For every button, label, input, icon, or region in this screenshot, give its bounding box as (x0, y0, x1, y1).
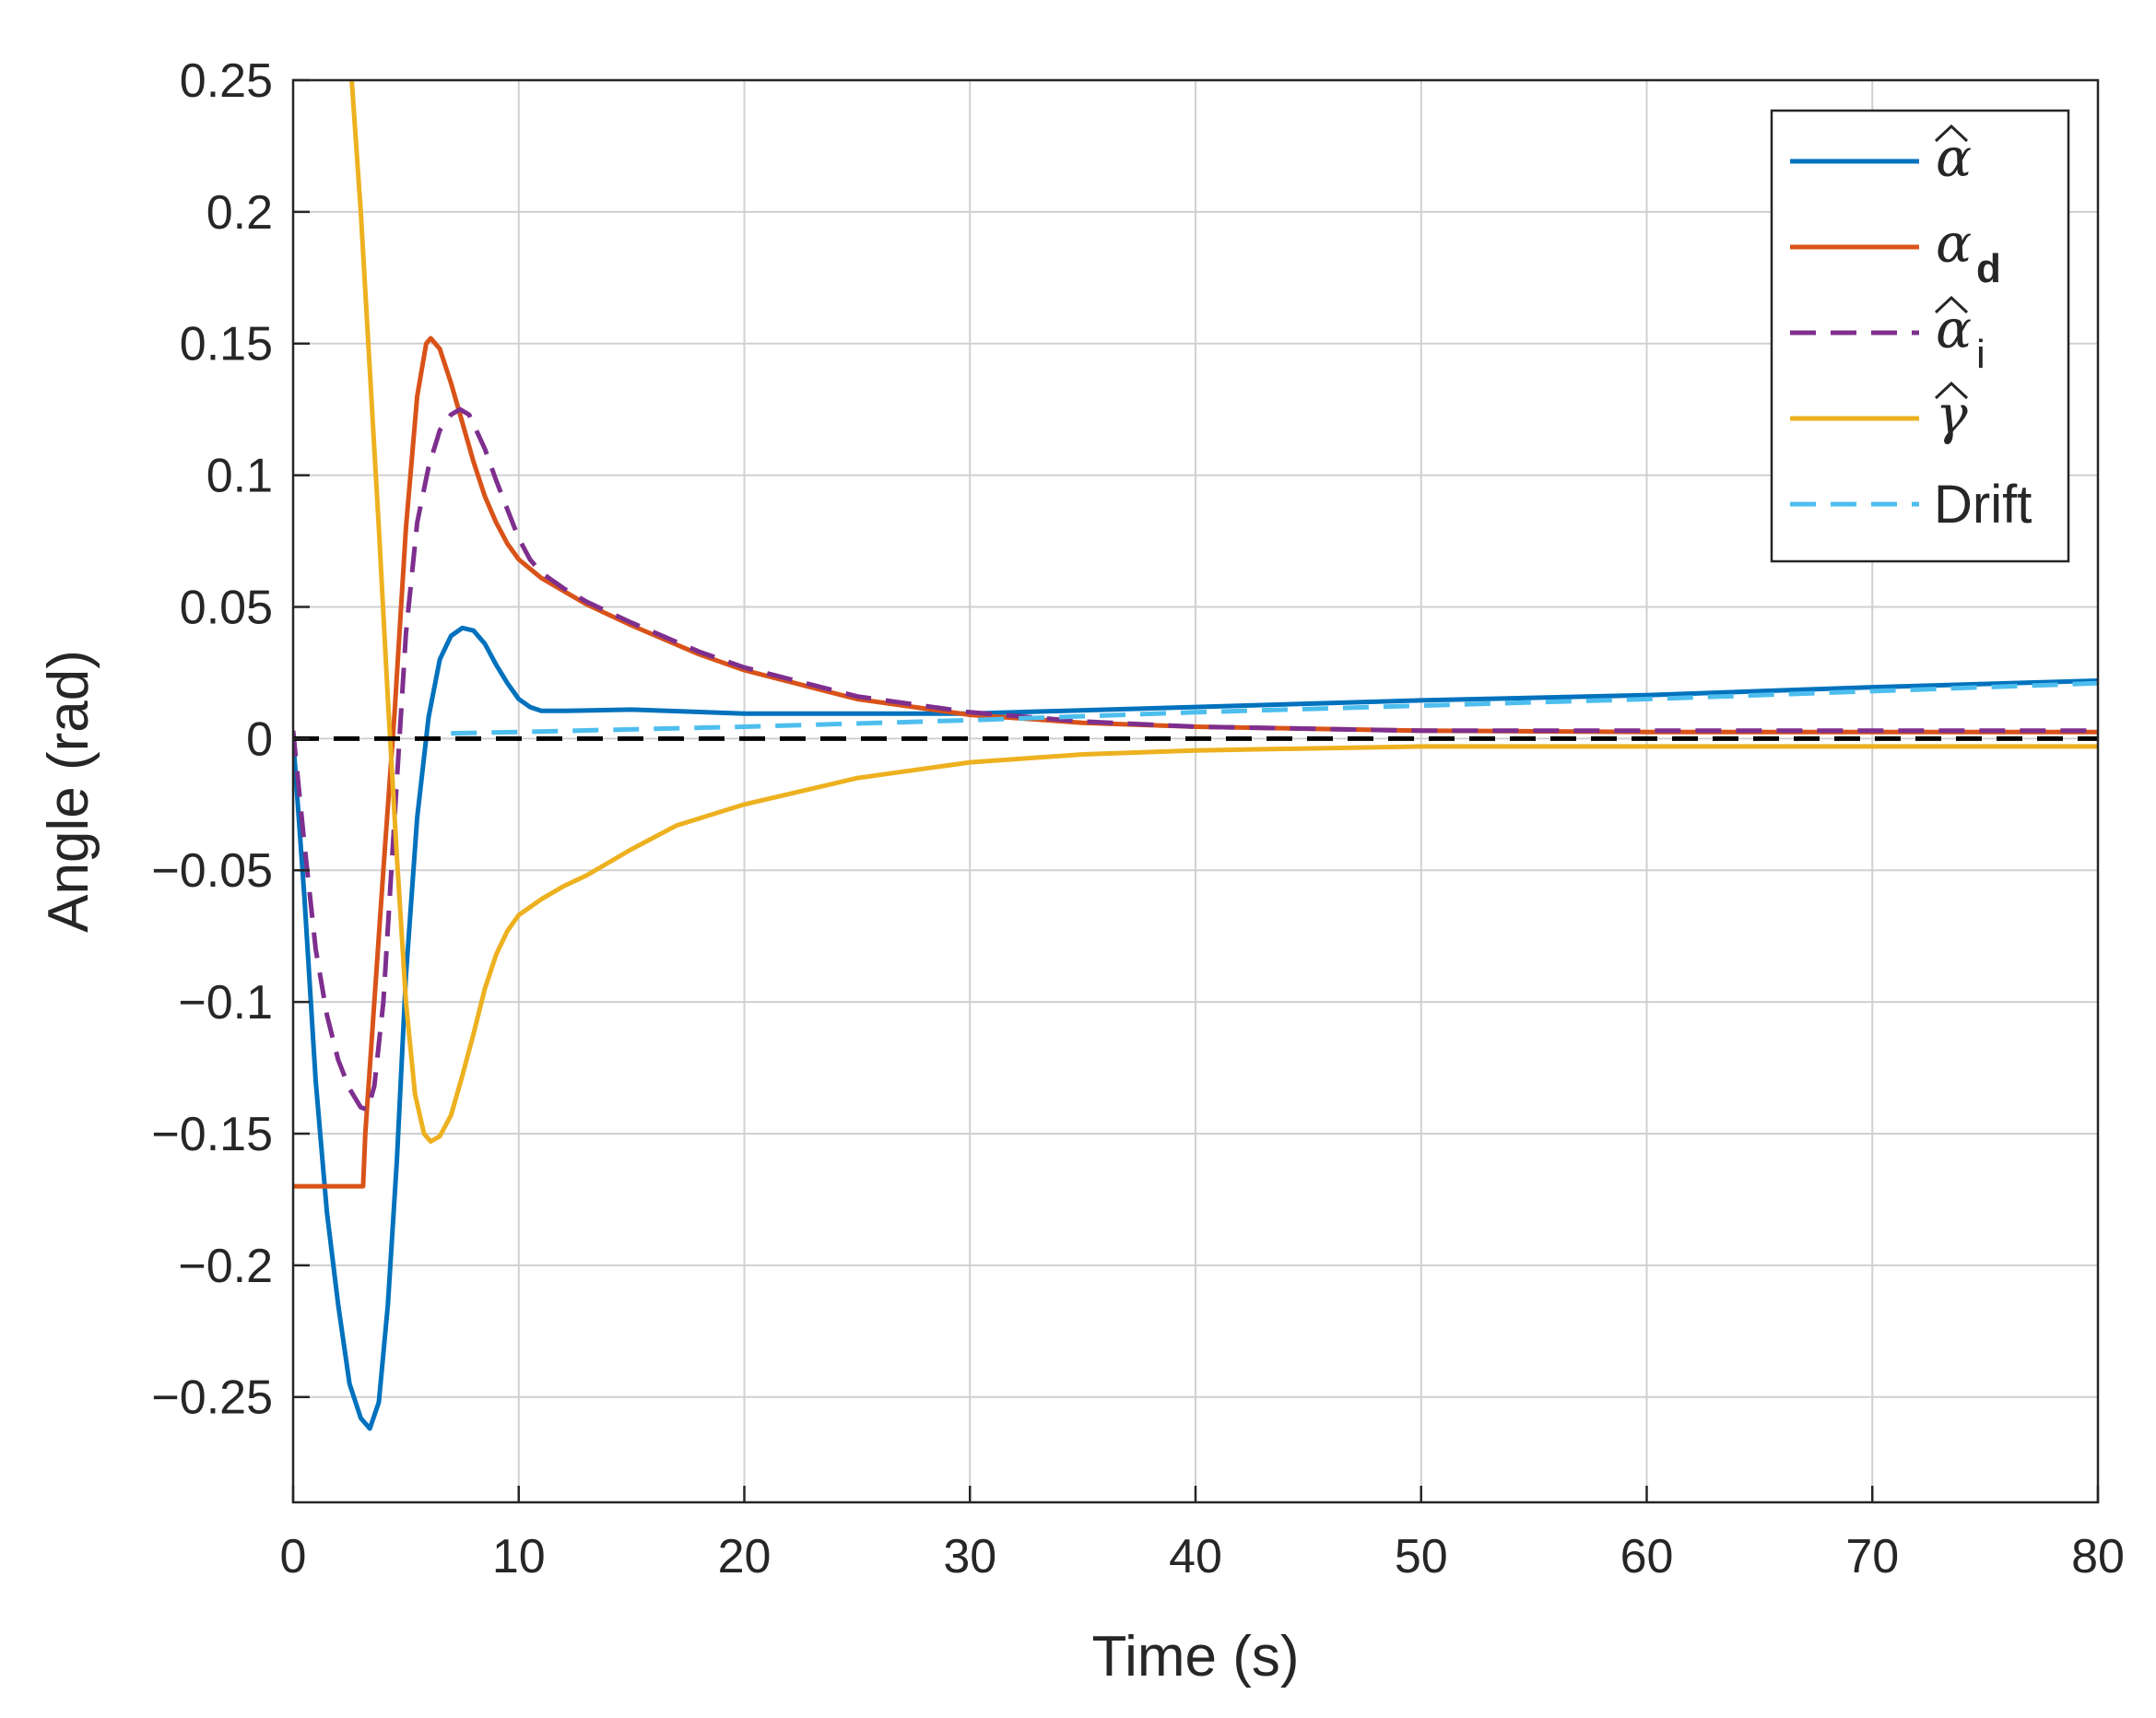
legend-box (1770, 109, 2070, 563)
y-tick-label: −0.2 (178, 1240, 273, 1293)
x-tick-label: 20 (718, 1530, 772, 1583)
axis-ticks: 0 10 20 30 40 50 60 70 80 −0.25 −0.2 −0.15 −0.1 −0.05… (151, 54, 2125, 1583)
series-line-gamma-hat (349, 80, 2098, 1144)
y-axis-label: Angle (rad) (37, 650, 100, 933)
y-tick-label: 0.2 (206, 186, 273, 240)
legend-subscript-alpha-d: d (1976, 246, 2001, 291)
series-line-alpha-hat-i (293, 406, 2098, 1112)
x-tick-label: 80 (2071, 1530, 2125, 1583)
legend-label-alpha-d: α (1936, 212, 1972, 275)
series-layer (293, 80, 2098, 1431)
series-line-alpha-hat (293, 625, 2098, 1431)
y-tick-label: 0 (246, 712, 273, 766)
x-tick-label: 40 (1169, 1530, 1222, 1583)
y-tick-label: −0.1 (178, 976, 273, 1030)
x-tick-label: 50 (1395, 1530, 1448, 1583)
y-tick-label: 0.25 (180, 54, 273, 108)
x-tick-label: 60 (1620, 1530, 1674, 1583)
x-axis-label: Time (s) (1092, 1625, 1300, 1689)
series-line-drift (451, 680, 2098, 736)
y-tick-label: 0.1 (206, 450, 273, 503)
legend-hat-accent (1934, 381, 1969, 400)
y-tick-label: −0.15 (151, 1108, 273, 1161)
y-tick-label: −0.25 (151, 1371, 273, 1425)
y-tick-label: 0.05 (180, 581, 273, 634)
y-tick-label: 0.15 (180, 318, 273, 371)
x-tick-label: 10 (492, 1530, 546, 1583)
legend-label-drift: Drift (1934, 475, 2032, 535)
x-tick-label: 30 (943, 1530, 996, 1583)
legend-hat-accent (1934, 295, 1969, 314)
legend-subscript-alpha-hat-i: i (1976, 332, 1985, 377)
x-tick-label: 0 (280, 1530, 307, 1583)
legend-hat-accent (1934, 124, 1969, 143)
x-tick-label: 70 (1845, 1530, 1899, 1583)
y-tick-label: −0.05 (151, 844, 273, 898)
